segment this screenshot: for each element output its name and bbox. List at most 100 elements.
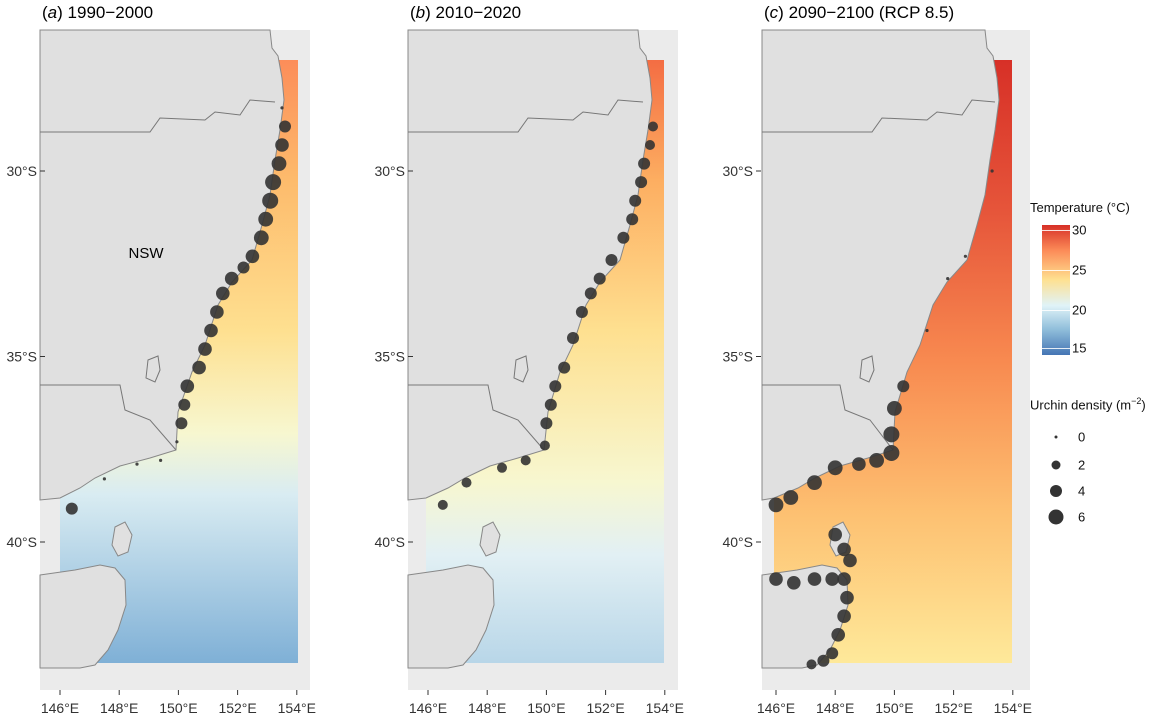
colorbar-tick-line — [1042, 230, 1070, 231]
density-level-label: 0 — [1078, 429, 1086, 445]
density-legend-item: 6 — [1030, 504, 1160, 530]
urchin-density-point — [253, 230, 269, 246]
state-border-qld — [40, 99, 276, 133]
urchin-density-point — [827, 460, 843, 476]
y-axis-tick-label: 40°S — [6, 534, 37, 550]
panel-title: (c) 2090−2100 (RCP 8.5) — [764, 3, 954, 22]
state-border-qld — [762, 99, 996, 133]
density-dot-symbol — [1050, 485, 1062, 497]
urchin-density-point — [629, 194, 642, 207]
x-axis-tick-label: 152°E — [934, 700, 972, 716]
urchin-density-point — [817, 654, 830, 667]
urchin-density-point — [843, 553, 857, 568]
density-legend-title: Urchin density (m−2) — [1030, 396, 1146, 413]
urchin-density-point — [828, 527, 842, 542]
colorbar-tick-line — [1042, 310, 1070, 311]
urchin-density-point — [210, 305, 224, 319]
panel-b: (b) 2010−2020 — [407, 3, 678, 690]
y-axis-tick-label: 30°S — [6, 163, 37, 179]
urchin-density-point — [65, 502, 78, 515]
urchin-density-point — [605, 254, 618, 266]
urchin-density-point — [768, 497, 784, 513]
urchin-density-point — [549, 380, 562, 393]
urchin-density-point — [135, 462, 139, 466]
density-level-label: 4 — [1078, 483, 1086, 499]
panel-c: (c) 2090−2100 (RCP 8.5) — [761, 3, 1030, 690]
lake-outline — [145, 355, 161, 383]
panel-title: (a) 1990−2000 — [42, 3, 153, 22]
x-axis-tick-label: 150°E — [875, 700, 913, 716]
y-axis-tick-label: 30°S — [722, 163, 753, 179]
urchin-density-point — [897, 380, 910, 393]
urchin-density-point — [831, 628, 845, 642]
state-border-vic — [762, 384, 894, 451]
region-label-nsw: NSW — [129, 245, 165, 262]
x-axis-tick-label: 146°E — [41, 700, 79, 716]
colorbar-tick-label: 15 — [1072, 340, 1087, 356]
urchin-density-point — [990, 169, 994, 173]
x-axis-tick-label: 146°E — [757, 700, 795, 716]
urchin-density-point — [265, 174, 282, 191]
lake-outline — [859, 355, 875, 383]
y-axis-tick-label: 30°S — [374, 163, 405, 179]
urchin-density-point — [279, 120, 291, 133]
urchin-density-point — [837, 609, 851, 623]
urchin-density-point — [584, 287, 597, 300]
x-axis-tick-label: 152°E — [586, 700, 624, 716]
x-axis-tick-label: 154°E — [646, 700, 684, 716]
colorbar-tick-label: 20 — [1072, 302, 1087, 318]
panel-a: (a) 1990−2000 NSW — [39, 3, 310, 690]
urchin-density-point — [837, 542, 851, 557]
density-dot-symbol — [1051, 460, 1061, 470]
urchin-density-point — [963, 254, 968, 258]
x-axis-tick-label: 152°E — [218, 700, 256, 716]
urchin-density-point — [262, 192, 279, 209]
urchin-density-point — [216, 286, 230, 301]
urchin-density-point — [787, 576, 801, 590]
urchin-density-point — [825, 572, 839, 586]
x-axis-tick-label: 154°E — [994, 700, 1032, 716]
urchin-density-point — [280, 106, 284, 110]
density-level-label: 6 — [1078, 509, 1086, 525]
x-axis-tick-label: 148°E — [468, 700, 506, 716]
flinders-island — [479, 521, 501, 557]
urchin-density-point — [180, 379, 195, 394]
urchin-density-point — [539, 440, 550, 451]
density-legend-item: 4 — [1030, 478, 1160, 504]
axes: 146°E 148°E 150°E 152°E 154°E 30°S 35°S 40°S 146… — [6, 163, 1031, 716]
urchin-density-point — [544, 398, 557, 411]
density-legend-item: 0 — [1030, 424, 1160, 450]
tasmania-land — [39, 564, 127, 669]
urchin-density-point — [925, 328, 929, 333]
urchin-density-point — [224, 271, 239, 286]
urchin-density-point — [540, 417, 553, 430]
urchin-density-point — [648, 121, 658, 132]
urchin-density-point — [497, 462, 507, 473]
urchin-density-point — [271, 156, 287, 172]
urchin-density-point — [175, 440, 179, 444]
urchin-density-points — [768, 169, 994, 670]
y-axis-tick-label: 35°S — [374, 349, 405, 365]
x-axis-tick-label: 150°E — [527, 700, 565, 716]
urchin-density-point — [178, 398, 191, 411]
urchin-density-point — [437, 499, 448, 510]
legend: Temperature (°C) 30 25 20 15 Urchin dens… — [1030, 200, 1160, 525]
temperature-legend-title: Temperature (°C) — [1030, 200, 1130, 215]
urchin-density-point — [520, 455, 531, 466]
y-axis-tick-label: 40°S — [722, 534, 753, 550]
urchin-density-point — [575, 306, 588, 318]
panel-title: (b) 2010−2020 — [410, 3, 521, 22]
urchin-density-point — [852, 457, 866, 471]
x-axis-tick-label: 148°E — [816, 700, 854, 716]
urchin-density-point — [593, 272, 606, 285]
lake-outline — [513, 355, 529, 383]
urchin-density-point — [638, 157, 651, 170]
urchin-density-points — [437, 121, 658, 510]
flinders-island — [111, 521, 133, 557]
x-axis-tick-label: 154°E — [278, 700, 316, 716]
urchin-density-point — [558, 361, 571, 374]
urchin-density-point — [946, 277, 950, 281]
urchin-density-point — [159, 458, 163, 462]
urchin-density-point — [769, 572, 783, 586]
y-axis-tick-label: 35°S — [6, 349, 37, 365]
